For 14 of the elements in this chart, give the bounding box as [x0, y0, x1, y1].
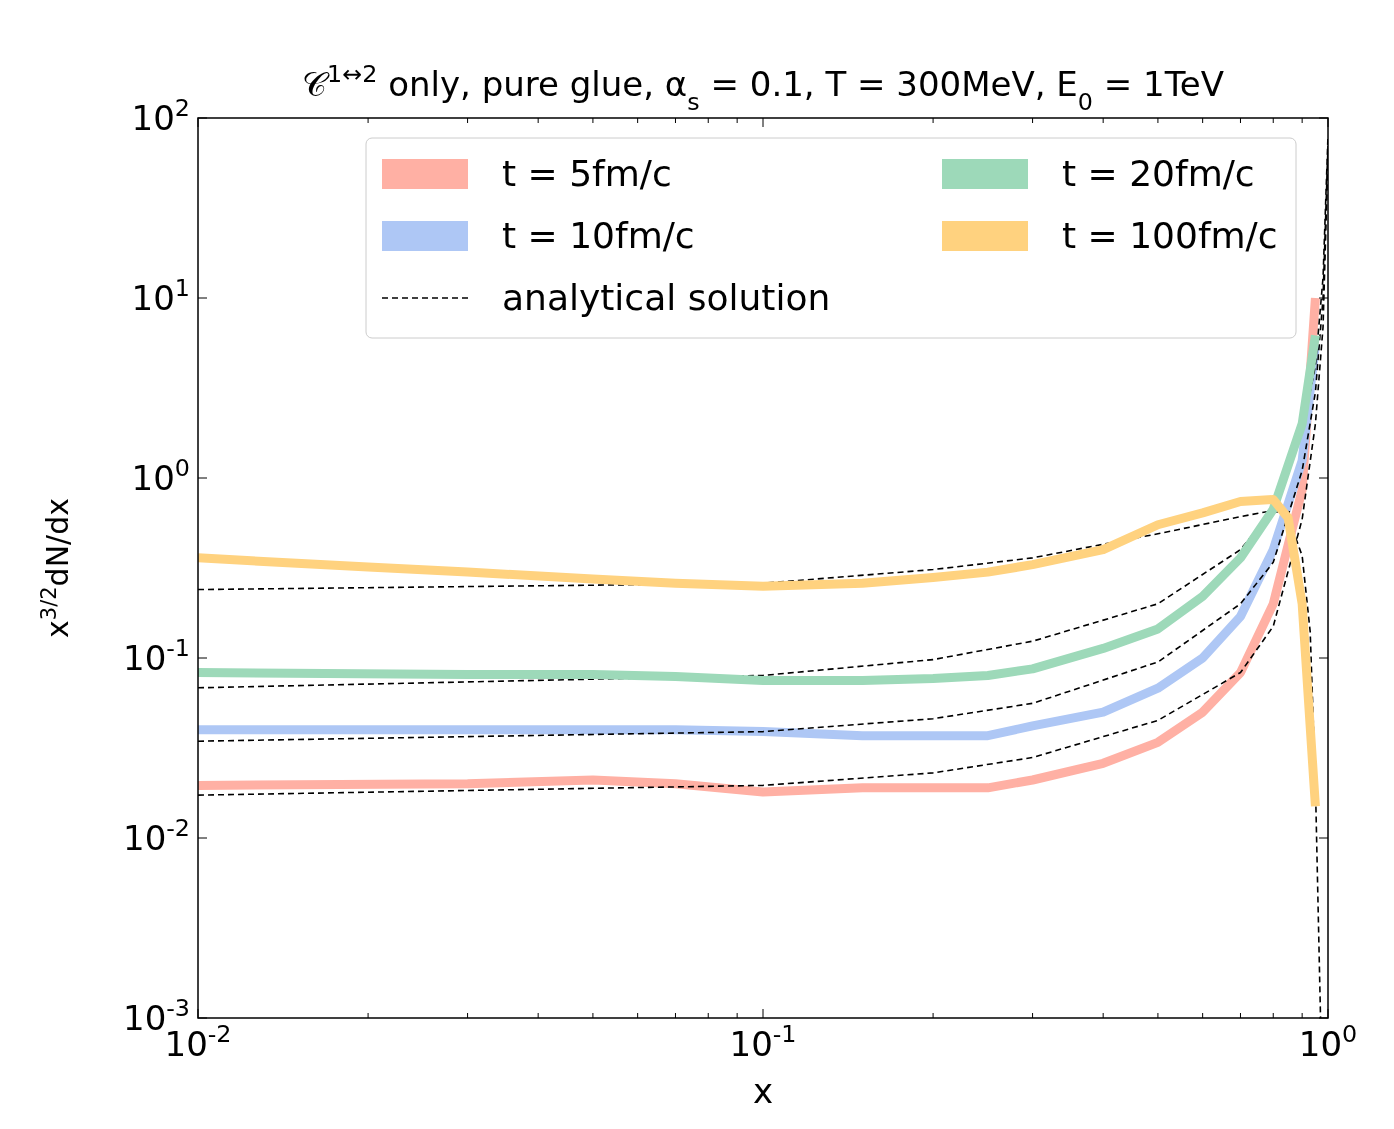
legend-label: t = 10fm/c — [502, 215, 695, 256]
legend-label: t = 20fm/c — [1062, 153, 1255, 194]
legend-label: analytical solution — [502, 277, 831, 318]
x-axis-title: x — [752, 1071, 774, 1111]
y-tick-label: 10$^{0}$ — [131, 454, 190, 498]
y-tick-label: 10$^{-1}$ — [123, 634, 190, 678]
y-tick-label: 10$^{1}$ — [131, 274, 190, 318]
y-tick-label: 10$^{-2}$ — [123, 814, 190, 858]
x-tick-label: 10$^{-1}$ — [729, 1020, 797, 1064]
x-tick-label: 10$^{0}$ — [1298, 1020, 1358, 1064]
y-tick-label: 10$^{2}$ — [131, 94, 190, 138]
chart-title: 𝒞$^{1↔2}$ only, pure glue, α$_{s}$ = 0.1, T = 300MeV, E$_{0}$ = 1TeV — [302, 60, 1224, 116]
legend-label: t = 100fm/c — [1062, 215, 1278, 256]
legend-label: t = 5fm/c — [502, 153, 672, 194]
